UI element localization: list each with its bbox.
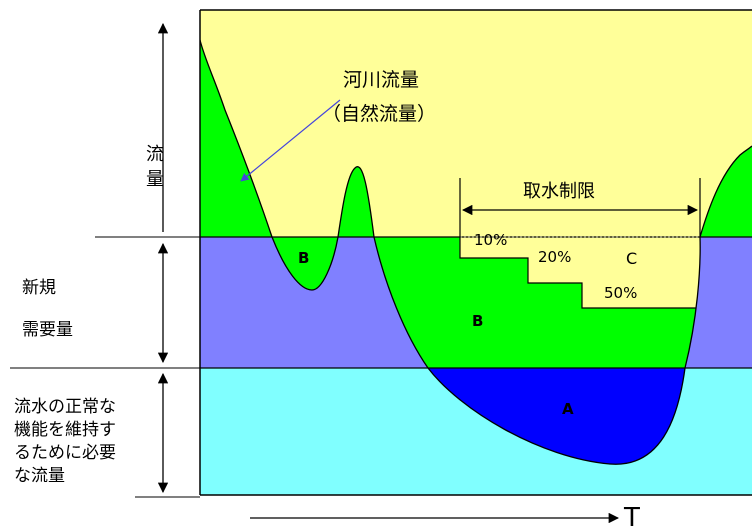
region-a-label: A <box>562 400 574 418</box>
step-10-label: 10% <box>474 231 507 249</box>
region-b-lower-left-fill <box>272 237 338 290</box>
new-demand-label-2: 需要量 <box>22 320 73 340</box>
region-c-label: C <box>626 249 637 268</box>
natural-flow-label: （自然流量） <box>322 103 436 125</box>
maintenance-label-3: るために必要 <box>14 443 116 463</box>
new-demand-label-1: 新規 <box>22 278 56 298</box>
intake-restriction-label: 取水制限 <box>523 181 595 202</box>
river-flow-label: 河川流量 <box>343 69 419 91</box>
step-50-label: 50% <box>604 284 637 302</box>
flow-axis-label-1: 流 <box>146 144 164 165</box>
region-c-fill <box>460 237 701 308</box>
region-b-left-label: B <box>298 249 309 267</box>
restriction-staircase <box>459 178 696 309</box>
step-20-label: 20% <box>538 248 571 266</box>
maintenance-label-2: 機能を維持す <box>14 420 116 440</box>
maintenance-label-1: 流水の正常な <box>14 397 116 417</box>
region-a-fill <box>428 368 685 465</box>
region-b-mid-fill <box>338 166 374 237</box>
river-flow-callout-arrow <box>240 99 341 182</box>
excess-flow-band <box>200 10 752 237</box>
maintenance-label-4: な流量 <box>14 466 65 486</box>
region-b-right-fill <box>700 146 752 237</box>
time-axis-label: T <box>623 503 640 528</box>
river-flow-curve <box>200 39 752 465</box>
region-b-center-label: B <box>472 312 483 330</box>
flow-axis-label-2: 量 <box>146 169 164 190</box>
